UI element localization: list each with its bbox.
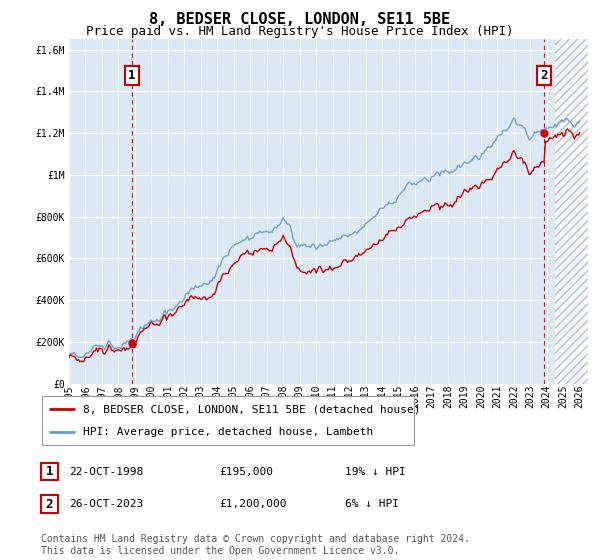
Text: 2: 2 (540, 69, 547, 82)
Text: £1,200,000: £1,200,000 (219, 499, 287, 509)
Text: 8, BEDSER CLOSE, LONDON, SE11 5BE: 8, BEDSER CLOSE, LONDON, SE11 5BE (149, 12, 451, 27)
Text: 26-OCT-2023: 26-OCT-2023 (69, 499, 143, 509)
Text: 1: 1 (128, 69, 136, 82)
Text: 8, BEDSER CLOSE, LONDON, SE11 5BE (detached house): 8, BEDSER CLOSE, LONDON, SE11 5BE (detac… (83, 404, 421, 414)
Text: 2: 2 (46, 497, 53, 511)
Text: 22-OCT-1998: 22-OCT-1998 (69, 466, 143, 477)
Text: HPI: Average price, detached house, Lambeth: HPI: Average price, detached house, Lamb… (83, 427, 373, 437)
Text: Contains HM Land Registry data © Crown copyright and database right 2024.
This d: Contains HM Land Registry data © Crown c… (41, 534, 470, 556)
Text: Price paid vs. HM Land Registry's House Price Index (HPI): Price paid vs. HM Land Registry's House … (86, 25, 514, 38)
Text: 1: 1 (46, 465, 53, 478)
Text: 6% ↓ HPI: 6% ↓ HPI (345, 499, 399, 509)
Bar (555, 39, 588, 384)
Text: £195,000: £195,000 (219, 466, 273, 477)
Text: 19% ↓ HPI: 19% ↓ HPI (345, 466, 406, 477)
